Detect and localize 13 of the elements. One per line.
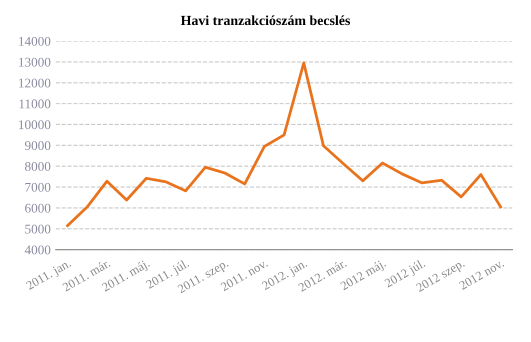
y-tick-label: 11000 — [20, 99, 50, 108]
y-tick-label: 13000 — [19, 58, 50, 67]
chart-title: Havi tranzakciószám becslés — [180, 15, 350, 26]
y-tick-label: 4000 — [24, 245, 50, 254]
y-tick-label: 12000 — [19, 78, 50, 88]
y-tick-label: 6000 — [25, 204, 50, 213]
y-tick-label: 9000 — [24, 141, 50, 150]
y-tick-label: 14000 — [19, 36, 50, 46]
y-tick-label: 7000 — [25, 182, 50, 192]
line-series — [66, 62, 502, 228]
y-tick-label: 10000 — [19, 120, 50, 130]
y-tick-label: 8000 — [25, 162, 50, 171]
y-tick-label: 5000 — [25, 224, 50, 234]
